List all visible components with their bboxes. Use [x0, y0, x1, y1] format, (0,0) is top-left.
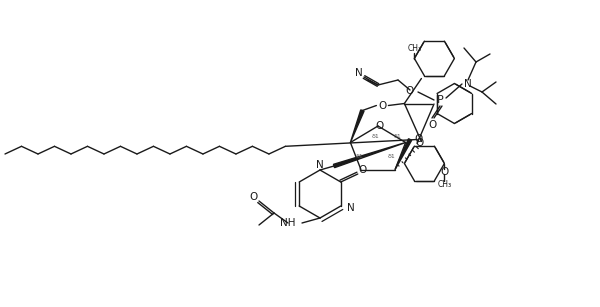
Text: O: O: [378, 100, 386, 111]
Text: CH₃: CH₃: [407, 44, 421, 53]
Text: O: O: [376, 121, 384, 131]
Text: O: O: [250, 192, 258, 202]
Text: N: N: [464, 79, 472, 89]
Text: O: O: [429, 120, 437, 130]
Text: δ1: δ1: [394, 134, 402, 138]
Text: P: P: [437, 95, 443, 105]
Text: O: O: [440, 166, 449, 177]
Polygon shape: [395, 139, 412, 169]
Text: O: O: [359, 165, 367, 175]
Text: δ1: δ1: [356, 154, 364, 158]
Polygon shape: [334, 142, 406, 168]
Text: N: N: [355, 68, 363, 78]
Text: O: O: [406, 86, 414, 96]
Text: CH₃: CH₃: [437, 180, 451, 189]
Text: δ1: δ1: [372, 134, 380, 138]
Text: NH: NH: [280, 218, 296, 228]
Text: O: O: [414, 134, 422, 143]
Text: N: N: [316, 160, 324, 170]
Text: δ1: δ1: [388, 154, 396, 158]
Text: N: N: [347, 203, 355, 213]
Text: O: O: [415, 138, 423, 147]
Polygon shape: [350, 110, 364, 142]
